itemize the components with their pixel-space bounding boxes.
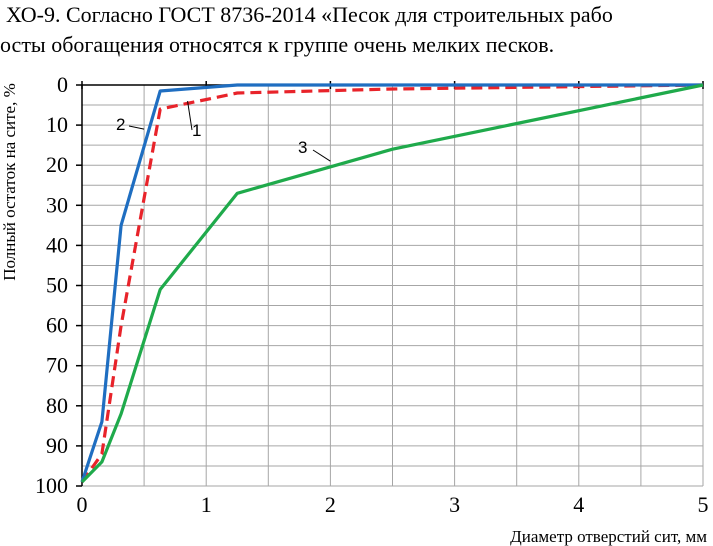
x-tick-label: 0 — [77, 492, 88, 517]
x-axis-title: Диаметр отверстий сит, мм — [510, 527, 707, 546]
y-axis-title: Полный остаток на сите, % — [0, 83, 19, 281]
chart-grid — [81, 84, 704, 487]
body-text-line-2: осты обогащения относятся к группе очень… — [0, 32, 555, 57]
y-tick-label: 0 — [57, 72, 68, 97]
y-tick-label: 30 — [46, 192, 68, 217]
x-tick-label: 4 — [573, 492, 584, 517]
y-tick-label: 40 — [46, 232, 68, 257]
curve-label-1: 1 — [192, 121, 201, 140]
curve-label-3: 3 — [298, 138, 307, 157]
y-tick-label: 20 — [46, 152, 68, 177]
chart-series — [80, 83, 704, 484]
leader-line-1 — [187, 100, 193, 131]
series-line-3 — [80, 83, 704, 484]
x-tick-label: 5 — [698, 492, 709, 517]
y-tick-label: 60 — [46, 313, 68, 338]
y-tick-label: 80 — [46, 393, 68, 418]
leader-line-2 — [128, 125, 145, 130]
series-line-1 — [80, 83, 704, 483]
body-text-line-1: ХО-9. Согласно ГОСТ 8736-2014 «Песок для… — [6, 2, 613, 27]
x-tick-label: 1 — [201, 492, 212, 517]
x-tick-label: 2 — [325, 492, 336, 517]
y-tick-label: 50 — [46, 273, 68, 298]
y-tick-label: 90 — [46, 433, 68, 458]
y-tick-label: 100 — [35, 473, 68, 498]
chart-ticks: 0 10 20 30 40 50 60 70 80 90 100 0 1 2 3 4 5 — [35, 72, 709, 517]
series-line-2 — [80, 83, 703, 483]
y-tick-label: 70 — [46, 353, 68, 378]
leader-line-3 — [312, 149, 331, 162]
y-tick-label: 10 — [46, 112, 68, 137]
curve-labels: 1 2 3 — [116, 100, 331, 162]
x-tick-label: 3 — [449, 492, 460, 517]
curve-label-2: 2 — [116, 115, 125, 134]
